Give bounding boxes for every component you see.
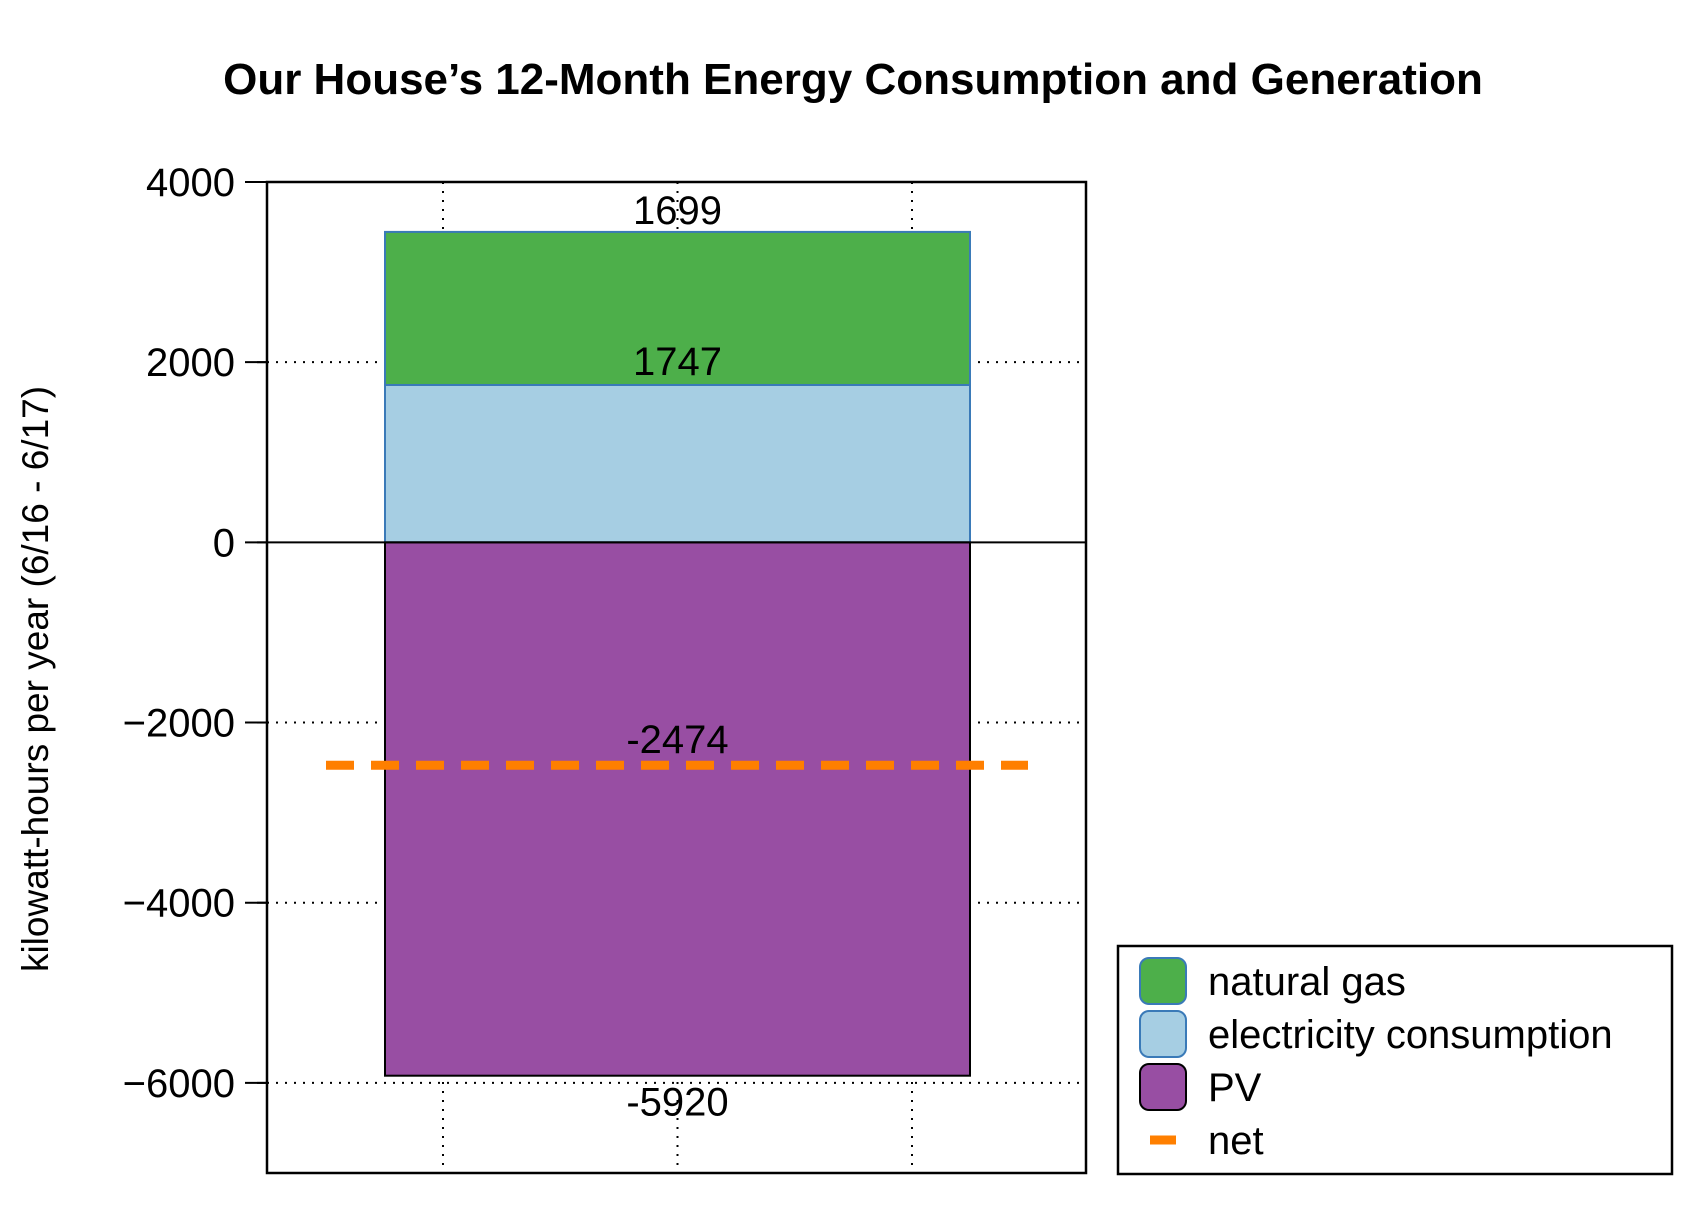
chart-title: Our House’s 12-Month Energy Consumption … <box>223 55 1483 104</box>
net-line-group: -2474 <box>326 718 1028 770</box>
legend-PV-swatch <box>1139 1063 1187 1111</box>
y-tick-label-0: 4000 <box>146 161 235 205</box>
legend-natural-gas-swatch <box>1139 957 1187 1005</box>
bar-label-pv: -5920 <box>626 1081 728 1125</box>
y-tick-label-5: −6000 <box>123 1062 235 1106</box>
y-tick-label-3: −2000 <box>123 702 235 746</box>
legend-natural-gas-label: natural gas <box>1208 960 1406 1004</box>
legend-PV-label: PV <box>1208 1066 1262 1110</box>
legend-electricity-consumption-label: electricity consumption <box>1208 1013 1613 1057</box>
bar-label-natural-gas: 1699 <box>633 189 722 233</box>
y-tick-label-2: 0 <box>213 521 235 565</box>
axes: 4000 2000 0 −2000 −4000 −6000 <box>123 161 1088 1175</box>
y-tick-label-4: −4000 <box>123 882 235 926</box>
bar-value-labels: 1699 1747 -5920 <box>626 189 728 1125</box>
y-axis-label: kilowatt-hours per year (6/16 - 6/17) <box>15 386 56 972</box>
legend-electricity-consumption-swatch <box>1139 1010 1187 1058</box>
plot-frame <box>265 180 1088 1175</box>
net-label: -2474 <box>626 718 728 762</box>
legend: natural gas electricity consumption PV net <box>1116 944 1674 1176</box>
legend-box <box>1116 944 1674 1176</box>
bar-natural-gas <box>384 230 971 386</box>
legend-net-label: net <box>1208 1119 1264 1163</box>
bar-label-electricity-consumption: 1747 <box>633 340 722 384</box>
bar-PV <box>384 541 971 1077</box>
bar-segments <box>384 230 971 1077</box>
bar-electricity-consumption <box>384 383 971 544</box>
y-tick-label-1: 2000 <box>146 341 235 385</box>
